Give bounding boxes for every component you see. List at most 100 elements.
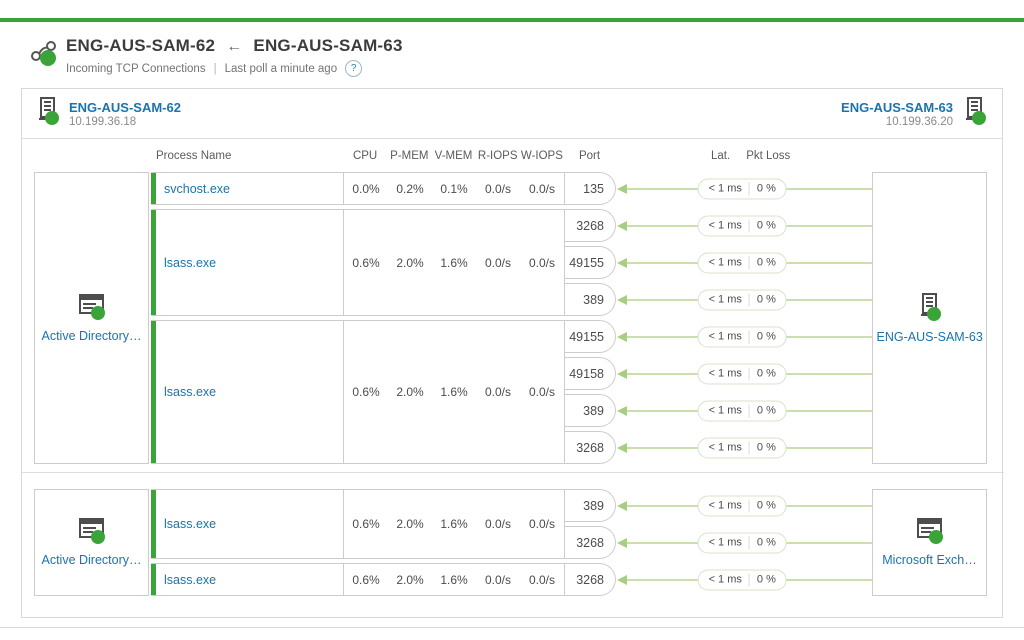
header-titles: ENG-AUS-SAM-62 ← ENG-AUS-SAM-63 Incoming… — [66, 36, 403, 77]
panel-header: ENG-AUS-SAM-62 10.199.36.18 ENG-AUS-SAM-… — [22, 89, 1002, 139]
latency-pktloss-pill[interactable]: < 1 ms 0 % — [697, 289, 787, 310]
port-connection: 49155 < 1 ms 0 % — [565, 320, 872, 353]
port-number: 389 — [565, 394, 616, 427]
latency-pktloss-pill[interactable]: < 1 ms 0 % — [697, 326, 787, 347]
port-connection: 389 < 1 ms 0 % — [565, 283, 872, 316]
arrow-left-icon — [617, 331, 627, 342]
right-server-name[interactable]: ENG-AUS-SAM-63 — [841, 99, 953, 115]
latency-pktloss-pill[interactable]: < 1 ms 0 % — [697, 178, 787, 199]
riops-value: 0.0/s — [484, 385, 511, 399]
process-stats: 0.6% 2.0% 1.6% 0.0/s 0.0/s — [343, 210, 564, 315]
source-node-label[interactable]: Active Directory… — [41, 553, 142, 567]
connection-line: < 1 ms 0 % — [616, 563, 872, 596]
process-rows: lsass.exe 0.6% 2.0% 1.6% 0.0/s 0.0/s 389 < 1 ms… — [151, 489, 872, 596]
latency-pktloss-pill[interactable]: < 1 ms 0 % — [697, 252, 787, 273]
group-divider — [22, 472, 1004, 473]
application-icon — [76, 518, 108, 550]
column-header-cpu: CPU — [352, 150, 378, 162]
top-accent-bar — [0, 18, 1024, 22]
direction-arrow-icon: ← — [226, 38, 243, 55]
cpu-value: 0.6% — [352, 255, 380, 270]
process-name-link[interactable]: lsass.exe — [164, 572, 217, 587]
pill-divider — [748, 573, 750, 586]
connection-line: < 1 ms 0 % — [616, 394, 872, 427]
column-header-latency: Lat. — [711, 150, 731, 162]
port-list: 3268 < 1 ms 0 % — [565, 563, 872, 596]
connection-group: Active Directory… svchost.exe 0.0% 0.2% 0.1%… — [34, 172, 1002, 464]
latency-pktloss-pill[interactable]: < 1 ms 0 % — [697, 495, 787, 516]
arrow-left-icon — [617, 500, 627, 511]
vmem-value: 0.1% — [440, 181, 468, 196]
latency-pktloss-pill[interactable]: < 1 ms 0 % — [697, 400, 787, 421]
riops-value: 0.0/s — [484, 181, 511, 196]
process-name-link[interactable]: lsass.exe — [164, 517, 217, 531]
cpu-value: 0.6% — [352, 572, 380, 587]
column-header-port: Port — [578, 150, 601, 162]
port-list: 49155 < 1 ms 0 % 49158 < 1 ms 0 % 389 < 1 ms 0 %… — [565, 320, 872, 464]
latency-value: < 1 ms — [708, 293, 742, 306]
column-headers: Process Name CPU P-MEM V-MEM R-IOPS W-IO… — [22, 141, 1002, 171]
connection-line: < 1 ms 0 % — [616, 209, 872, 242]
arrow-left-icon — [617, 442, 627, 453]
process-name-link[interactable]: lsass.exe — [164, 255, 217, 270]
column-header-riops: R-IOPS — [477, 150, 518, 162]
port-number: 3268 — [565, 431, 616, 464]
port-connection: 389 < 1 ms 0 % — [565, 489, 872, 522]
connection-line: < 1 ms 0 % — [616, 489, 872, 522]
source-node-box[interactable]: Active Directory… — [34, 172, 149, 464]
pmem-value: 2.0% — [396, 385, 424, 399]
arrow-left-icon — [617, 405, 627, 416]
target-node-label[interactable]: Microsoft Exch… — [882, 553, 977, 567]
cpu-value: 0.6% — [352, 385, 380, 399]
latency-pktloss-pill[interactable]: < 1 ms 0 % — [697, 569, 787, 590]
wiops-value: 0.0/s — [528, 255, 555, 270]
connection-status-icon — [31, 39, 59, 77]
latency-pktloss-pill[interactable]: < 1 ms 0 % — [697, 363, 787, 384]
process-name-link[interactable]: lsass.exe — [164, 385, 217, 399]
process-status-bar — [151, 564, 156, 595]
process-status-bar — [151, 321, 156, 463]
port-number: 135 — [565, 172, 616, 205]
port-list: 135 < 1 ms 0 % — [565, 172, 872, 205]
source-node-box[interactable]: Active Directory… — [34, 489, 149, 596]
application-icon — [76, 293, 108, 326]
port-connection: 3268 < 1 ms 0 % — [565, 526, 872, 559]
groups: Active Directory… svchost.exe 0.0% 0.2% 0.1%… — [22, 172, 1004, 596]
right-server-text: ENG-AUS-SAM-63 10.199.36.20 — [841, 100, 953, 128]
latency-pktloss-pill[interactable]: < 1 ms 0 % — [697, 532, 787, 553]
arrow-left-icon — [617, 537, 627, 548]
pktloss-value: 0 % — [756, 536, 776, 549]
arrow-left-icon — [617, 574, 627, 585]
connection-line: < 1 ms 0 % — [616, 526, 872, 559]
latency-value: < 1 ms — [708, 330, 742, 343]
left-server-name[interactable]: ENG-AUS-SAM-62 — [69, 99, 181, 115]
left-server-ip: 10.199.36.18 — [69, 115, 137, 128]
riops-value: 0.0/s — [484, 517, 511, 531]
pill-divider — [748, 293, 750, 306]
application-icon — [914, 518, 946, 550]
cpu-value: 0.0% — [352, 181, 380, 196]
target-node-label[interactable]: ENG-AUS-SAM-63 — [876, 329, 983, 344]
source-node-label[interactable]: Active Directory… — [41, 328, 142, 343]
latency-pktloss-pill[interactable]: < 1 ms 0 % — [697, 437, 787, 458]
right-server-node[interactable]: ENG-AUS-SAM-63 10.199.36.20 — [841, 96, 988, 131]
target-node-box[interactable]: Microsoft Exch… — [872, 489, 987, 596]
cpu-value: 0.6% — [352, 517, 380, 531]
arrow-left-icon — [617, 294, 627, 305]
pktloss-value: 0 % — [756, 256, 776, 269]
server-icon — [916, 292, 943, 327]
help-icon[interactable]: ? — [345, 60, 363, 77]
latency-pktloss-pill[interactable]: < 1 ms 0 % — [697, 215, 787, 236]
target-node-box[interactable]: ENG-AUS-SAM-63 — [872, 172, 987, 464]
latency-value: < 1 ms — [708, 573, 742, 586]
left-server-text: ENG-AUS-SAM-62 10.199.36.18 — [69, 100, 181, 128]
port-number: 3268 — [565, 209, 616, 242]
port-connection: 3268 < 1 ms 0 % — [565, 209, 872, 242]
left-server-node[interactable]: ENG-AUS-SAM-62 10.199.36.18 — [34, 96, 181, 131]
pktloss-value: 0 % — [756, 499, 776, 512]
connection-line: < 1 ms 0 % — [616, 246, 872, 279]
latency-value: < 1 ms — [708, 536, 742, 549]
process-row: lsass.exe 0.6% 2.0% 1.6% 0.0/s 0.0/s 389 < 1 ms… — [151, 489, 872, 559]
pmem-value: 0.2% — [396, 181, 424, 196]
process-name-link[interactable]: svchost.exe — [164, 181, 231, 196]
